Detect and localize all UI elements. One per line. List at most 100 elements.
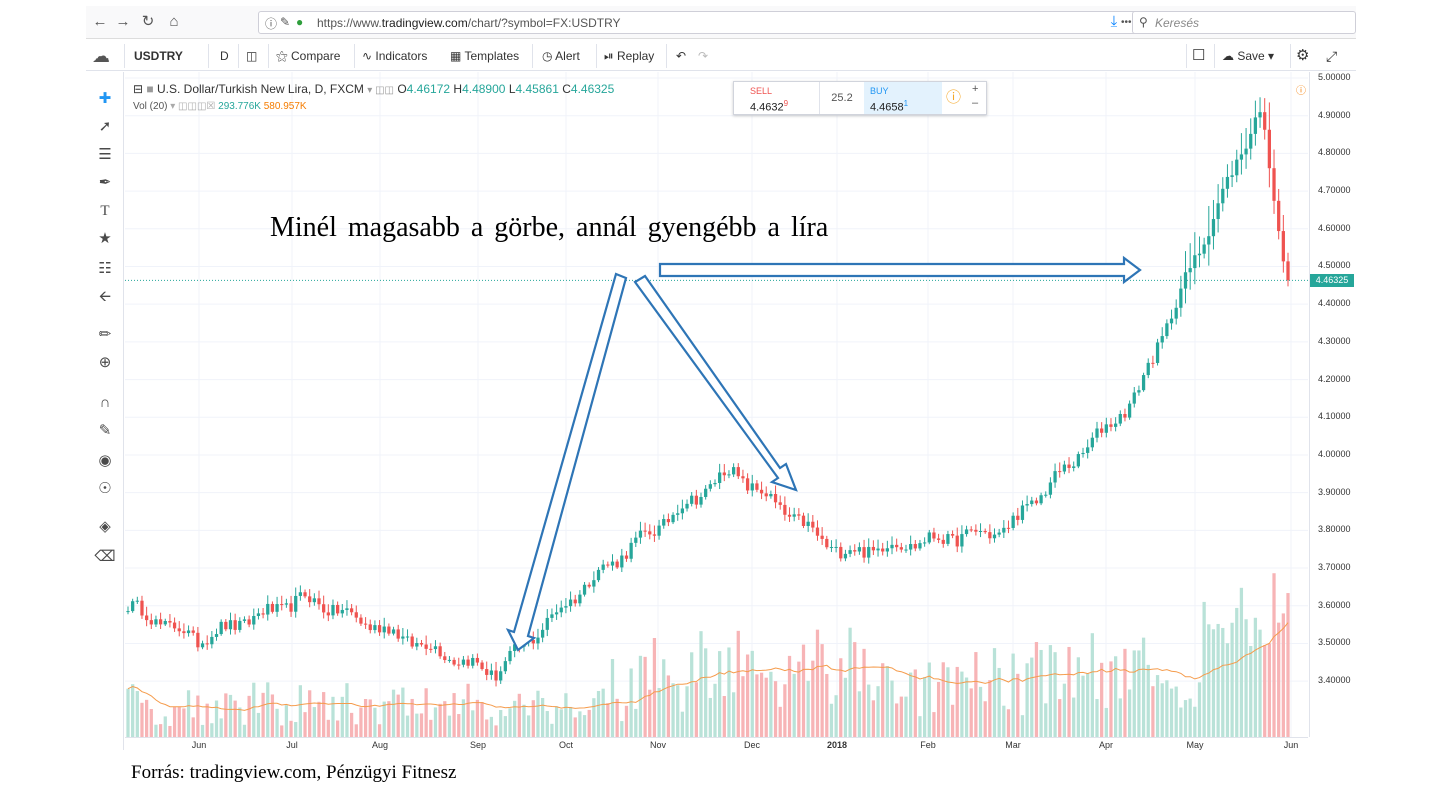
- pattern-icon[interactable]: ★: [98, 230, 112, 247]
- candle-body: [881, 548, 885, 552]
- time-tick: Mar: [1005, 740, 1021, 750]
- legend-settings-icon[interactable]: ▾ ◫◫: [367, 85, 394, 96]
- price-chart[interactable]: [125, 72, 1308, 737]
- chart-pane[interactable]: ⊟ ■ U.S. Dollar/Turkish New Lira, D, FXC…: [125, 72, 1308, 737]
- zoom-in-icon[interactable]: ⊕: [98, 354, 112, 371]
- volume-bar: [750, 650, 754, 737]
- volume-bar: [638, 655, 643, 737]
- candle-body: [475, 657, 480, 663]
- annotation-text: Minél magasabb a görbe, annál gyengébb a…: [270, 212, 829, 243]
- volume-bar: [382, 701, 386, 737]
- replay-label: Replay: [616, 49, 655, 63]
- volume-bar: [214, 700, 219, 737]
- candle-body: [750, 483, 754, 491]
- volume-bar: [899, 696, 903, 737]
- save-button[interactable]: ☁ Save ▾: [1222, 47, 1274, 65]
- fullscreen-icon[interactable]: ⤢: [1326, 48, 1338, 64]
- back-icon[interactable]: ←: [92, 13, 108, 30]
- volume-bar: [503, 716, 507, 737]
- undo-icon[interactable]: ↶: [676, 49, 687, 63]
- chart-style-icon[interactable]: ◫: [246, 49, 258, 63]
- volume-bar: [1230, 622, 1234, 737]
- candle-body: [354, 612, 358, 618]
- buy-button[interactable]: BUY 4.46581: [864, 82, 942, 114]
- indicators-label: Indicators: [375, 49, 428, 63]
- candle-body: [1258, 112, 1262, 118]
- candle-body: [536, 637, 540, 644]
- home-icon[interactable]: ⌂: [169, 13, 179, 30]
- crosshair-icon[interactable]: ✚: [98, 90, 112, 107]
- candle-body: [471, 657, 475, 666]
- volume-settings-icon[interactable]: ▾ ◫◫◫☒: [170, 101, 216, 112]
- magnet-icon[interactable]: ∩: [99, 394, 111, 411]
- symbol-search[interactable]: USDTRY: [134, 49, 183, 63]
- text-tool-icon[interactable]: T: [100, 203, 110, 219]
- download-icon[interactable]: ⤓: [1110, 13, 1118, 30]
- layout-checkbox-icon[interactable]: ☐: [1192, 47, 1206, 64]
- pitchfork-icon[interactable]: ☰: [98, 146, 112, 163]
- candle-body: [424, 644, 428, 649]
- prediction-icon[interactable]: ☷: [98, 260, 112, 277]
- candle-body: [322, 604, 326, 613]
- permissions-icon[interactable]: ✎: [280, 15, 291, 29]
- layers-icon[interactable]: ◈: [99, 518, 111, 535]
- volume-bar: [708, 697, 712, 737]
- candle-body: [1006, 527, 1011, 529]
- replay-button[interactable]: ⏯ Replay: [604, 47, 654, 65]
- compare-button[interactable]: ⚝ Compare: [276, 47, 340, 65]
- save-label: Save: [1237, 49, 1265, 63]
- candle-body: [927, 532, 931, 543]
- candle-body: [494, 670, 498, 681]
- volume-bar: [652, 637, 657, 737]
- forward-icon[interactable]: →: [115, 13, 131, 30]
- settings-gear-icon[interactable]: ⚙: [1296, 47, 1310, 64]
- time-tick: Feb: [920, 740, 936, 750]
- volume-bar: [1221, 627, 1225, 737]
- volume-bar: [615, 698, 619, 737]
- url-bar[interactable]: ⓘ ✎ ● https://www.tradingview.com/chart/…: [258, 11, 1190, 34]
- candle-body: [382, 626, 386, 633]
- trend-line-icon[interactable]: ➚: [98, 118, 112, 135]
- price-axis[interactable]: 5.00000 4.90000 4.80000 4.70000 4.60000 4.500…: [1296, 72, 1356, 737]
- candle-body: [960, 534, 964, 547]
- tradingview-logo-icon[interactable]: ☁: [92, 46, 110, 66]
- page-actions-icon[interactable]: •••: [1121, 17, 1132, 28]
- candle-body: [298, 592, 302, 596]
- candle-body: [913, 544, 917, 549]
- quantity-stepper[interactable]: + –: [972, 83, 979, 109]
- buy-label: BUY: [870, 86, 889, 96]
- reload-icon[interactable]: ↻: [141, 13, 155, 30]
- ruler-icon[interactable]: ✏: [98, 326, 112, 343]
- collapse-icon[interactable]: ⊟: [133, 82, 144, 96]
- low-label: L: [508, 82, 516, 96]
- lock-icon[interactable]: ●: [296, 15, 304, 29]
- lock-drawings-icon[interactable]: ✎: [98, 422, 112, 439]
- eye-icon[interactable]: ☉: [98, 480, 112, 497]
- volume-bar: [1137, 650, 1141, 737]
- volume-bar: [680, 711, 685, 737]
- indicators-button[interactable]: ∿ Indicators: [362, 47, 427, 65]
- search-input[interactable]: ⚲ Keresés: [1132, 11, 1356, 34]
- arrow-left-icon[interactable]: 🡨: [98, 288, 112, 305]
- alert-button[interactable]: ◷ Alert: [542, 47, 580, 65]
- redo-icon[interactable]: ↷: [698, 49, 709, 63]
- interval-button[interactable]: D: [220, 49, 229, 63]
- volume-bar: [895, 703, 899, 737]
- price-tick: 4.60000: [1318, 222, 1351, 233]
- brush-icon[interactable]: ✒: [98, 174, 112, 191]
- time-axis[interactable]: Jun Jul Aug Sep Oct Nov Dec 2018 Feb Mar Apr May Jun: [125, 737, 1308, 751]
- candle-body: [205, 643, 209, 645]
- templates-button[interactable]: ▦ Templates: [450, 47, 519, 65]
- warning-icon[interactable]: ⓘ: [1296, 86, 1306, 97]
- candle-body: [126, 611, 130, 613]
- info-circle-icon[interactable]: ⓘ: [946, 89, 962, 106]
- unlock-icon[interactable]: ◉: [98, 452, 112, 469]
- sell-button[interactable]: SELL 4.46329: [734, 82, 820, 114]
- info-icon[interactable]: ⓘ: [265, 17, 278, 31]
- trash-icon[interactable]: ⌫: [94, 548, 116, 565]
- volume-bar: [811, 660, 815, 737]
- volume-bar: [1039, 649, 1043, 737]
- volume-bar: [834, 695, 838, 737]
- candle-body: [545, 617, 549, 630]
- url-text[interactable]: https://www.tradingview.com/chart/?symbo…: [317, 16, 621, 30]
